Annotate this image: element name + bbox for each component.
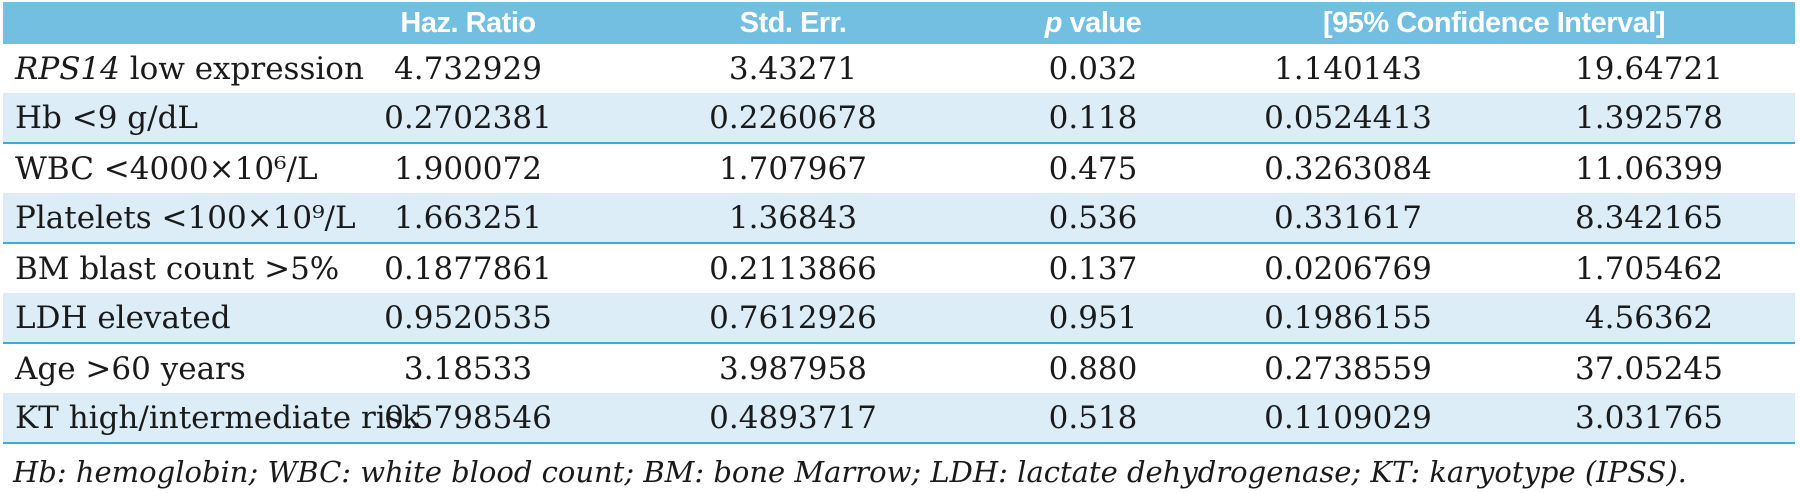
ci-high-value: 11.06399 [1575,150,1723,187]
std-err-value: 1.707967 [719,150,867,187]
table-row-age: Age >60 years 3.18533 3.987958 0.880 0.2… [3,343,1795,393]
ci-low-value: 0.3263084 [1264,150,1432,187]
header-row: Haz. Ratio Std. Err. p value [95% Confid… [3,2,1795,44]
p-value: 0.518 [993,393,1193,444]
row-label: RPS14 low expression [3,44,364,93]
p-value: 0.475 [1048,150,1138,187]
header-cell-hazard-ratio: Haz. Ratio [343,2,593,44]
header-cell-std-err: Std. Err. [593,2,993,44]
std-err-value: 0.2260678 [593,93,993,144]
std-err-value: 0.7612926 [593,293,993,344]
haz-ratio-value: 4.732929 [394,50,542,87]
haz-ratio-value: 1.900072 [394,150,542,187]
ci-low-value: 0.2738559 [1264,350,1432,387]
table-row-karyotype: KT high/intermediate risk 0.5798546 0.48… [3,393,1795,444]
table-row-ldh: LDH elevated 0.9520535 0.7612926 0.951 0… [3,293,1795,344]
ci-high-value: 1.705462 [1575,250,1723,287]
haz-ratio-value: 0.2702381 [343,93,593,144]
ci-high-value: 19.64721 [1575,50,1723,87]
ci-high-value: 37.05245 [1575,350,1723,387]
row-label: Hb <9 g/dL [3,93,343,144]
table-header: Haz. Ratio Std. Err. p value [95% Confid… [3,2,1795,44]
table-row-bm-blast: BM blast count >5% 0.1877861 0.2113866 0… [3,243,1795,293]
ci-low-value: 0.0524413 [1193,93,1503,144]
ci-low-value: 1.140143 [1274,50,1422,87]
haz-ratio-value: 3.18533 [403,350,533,387]
std-err-value: 1.36843 [593,193,993,244]
p-value: 0.536 [993,193,1193,244]
table-row-rps14: RPS14 low expression 4.732929 3.43271 0.… [3,44,1795,93]
gene-name-italic: RPS14 [15,50,120,87]
p-value: 0.137 [1048,250,1138,287]
row-label: WBC <4000×10⁶/L [15,150,318,187]
row-label: KT high/intermediate risk [3,393,420,444]
p-italic: p [1044,6,1063,39]
std-err-value: 0.2113866 [709,250,877,287]
haz-ratio-value: 1.663251 [343,193,593,244]
header-cell-confidence-interval: [95% Confidence Interval] [1193,2,1795,44]
row-label: LDH elevated [3,293,343,344]
std-err-value: 3.43271 [728,50,858,87]
table-row-hb: Hb <9 g/dL 0.2702381 0.2260678 0.118 0.0… [3,93,1795,144]
table-row-platelets: Platelets <100×10⁹/L 1.663251 1.36843 0.… [3,193,1795,244]
ci-low-value: 0.1986155 [1193,293,1503,344]
ci-high-value: 8.342165 [1503,193,1795,244]
ci-low-value: 0.331617 [1193,193,1503,244]
row-label: BM blast count >5% [15,250,340,287]
table-row-wbc: WBC <4000×10⁶/L 1.900072 1.707967 0.475 … [3,143,1795,193]
row-label: Platelets <100×10⁹/L [3,193,356,244]
p-value: 0.951 [993,293,1193,344]
ci-high-value: 4.56362 [1503,293,1795,344]
p-value: 0.880 [1048,350,1138,387]
table-body: RPS14 low expression 4.732929 3.43271 0.… [3,44,1795,444]
p-value-rest: value [1062,6,1142,39]
ci-low-value: 0.0206769 [1264,250,1432,287]
p-value: 0.032 [1048,50,1138,87]
ci-high-value: 3.031765 [1503,393,1795,444]
row-label: Age >60 years [15,350,246,387]
p-value: 0.118 [993,93,1193,144]
hazard-ratio-table: Haz. Ratio Std. Err. p value [95% Confid… [3,2,1795,444]
std-err-value: 3.987958 [719,350,867,387]
table-footnote: Hb: hemoglobin; WBC: white blood count; … [13,455,1687,489]
header-cell-empty [3,2,343,44]
haz-ratio-value: 0.1877861 [384,250,552,287]
ci-low-value: 0.1109029 [1193,393,1503,444]
header-cell-p-value: p value [993,2,1193,44]
ci-high-value: 1.392578 [1503,93,1795,144]
std-err-value: 0.4893717 [593,393,993,444]
row-label-rest: low expression [119,50,364,87]
haz-ratio-value: 0.5798546 [343,393,593,444]
haz-ratio-value: 0.9520535 [343,293,593,344]
